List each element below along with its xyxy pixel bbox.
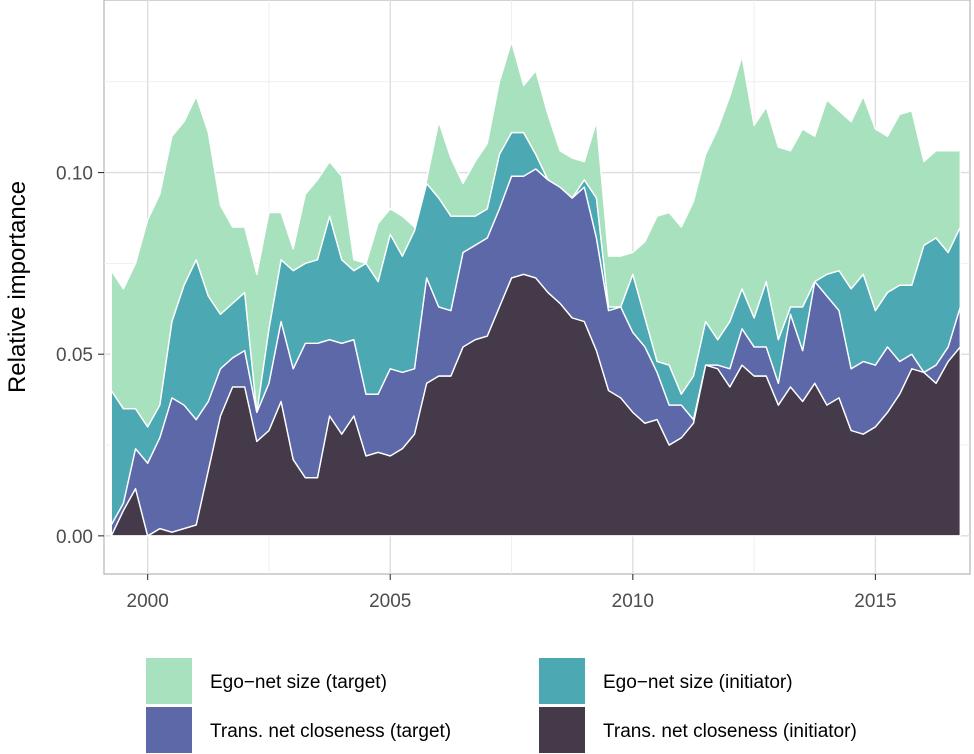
x-tick-label: 2000 [127,591,169,612]
x-tick-label: 2015 [854,591,896,612]
y-axis-title: Relative importance [4,181,31,393]
x-tick-label: 2010 [612,591,654,612]
legend: Ego−net size (target) Ego−net size (initi… [146,658,857,753]
area-ego-net-size-target [110,41,961,428]
legend-label: Ego−net size (initiator) [603,672,793,693]
y-tick-label: 0.00 [56,527,93,548]
legend-key [539,658,585,704]
legend-key [146,658,192,704]
legend-label: Trans. net closeness (target) [210,721,451,742]
legend-key [146,707,192,753]
area-series-group [110,41,961,537]
x-axis-ticks: 2000 2005 2010 2015 [127,574,897,612]
x-tick-label: 2005 [369,591,411,612]
y-tick-label: 0.10 [56,164,93,185]
legend-label: Trans. net closeness (initiator) [603,721,857,742]
y-axis-ticks: 0.00 0.05 0.10 [56,164,104,548]
legend-label: Ego−net size (target) [210,672,387,693]
y-tick-label: 0.05 [56,345,93,366]
legend-key [539,707,585,753]
